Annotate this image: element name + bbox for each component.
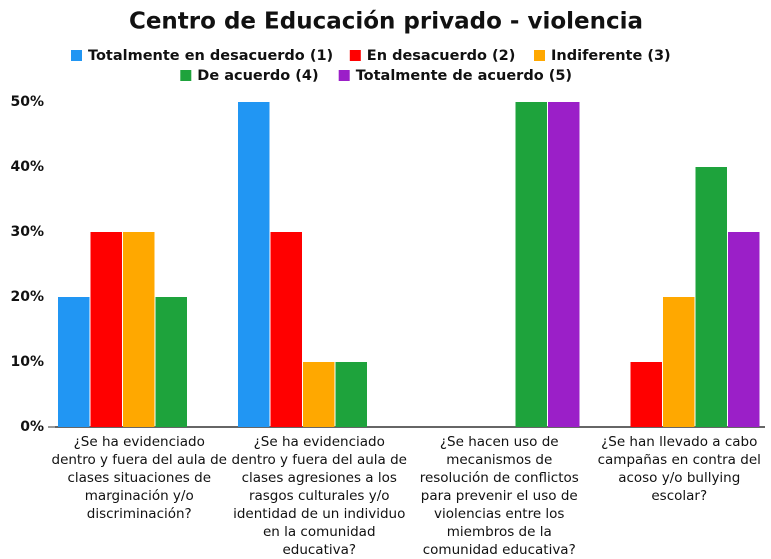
y-tick-label: 50% [10,94,44,110]
bar [238,102,270,427]
legend-label: Indiferente (3) [551,48,671,64]
legend-swatch [349,50,361,61]
bar [663,297,695,427]
legend-swatch [180,70,192,81]
bar [728,232,760,427]
y-tick-label: 40% [10,159,44,175]
x-tick-label: ¿Se hacen uso de mecanismos de resolució… [419,434,579,558]
y-tick-label: 20% [10,289,44,305]
legend-label: En desacuerdo (2) [367,48,516,64]
legend-swatch [534,50,545,61]
y-tick-label: 10% [10,354,44,370]
legend-swatch [338,70,350,81]
legend-label: Totalmente en desacuerdo (1) [88,48,333,64]
bar [58,297,90,427]
bar [695,167,727,427]
bar [270,232,302,427]
bar [548,102,580,427]
bar [335,362,367,427]
legend-label: Totalmente de acuerdo (5) [356,68,572,84]
bar [630,362,662,427]
chart-title: Centro de Educación privado - violencia [129,9,643,35]
y-tick-label: 30% [10,224,44,240]
legend-swatch [71,50,82,61]
bar [515,102,547,427]
bar [90,232,122,427]
chart: Centro de Educación privado - violencia … [10,9,765,435]
bar [155,297,187,427]
legend-label: De acuerdo (4) [197,68,318,84]
x-tick-label: ¿Se ha evidenciado dentro y fuera del au… [231,434,407,558]
bar [123,232,155,427]
bar [303,362,335,427]
x-tick-label: ¿Se han llevado a cabo campañas en contr… [597,434,761,504]
x-tick-label: ¿Se ha evidenciado dentro y fuera del au… [51,434,227,522]
y-tick-label: 0% [20,419,44,435]
page: {"chart_data": {"type": "bar", "title": … [10,8,765,558]
